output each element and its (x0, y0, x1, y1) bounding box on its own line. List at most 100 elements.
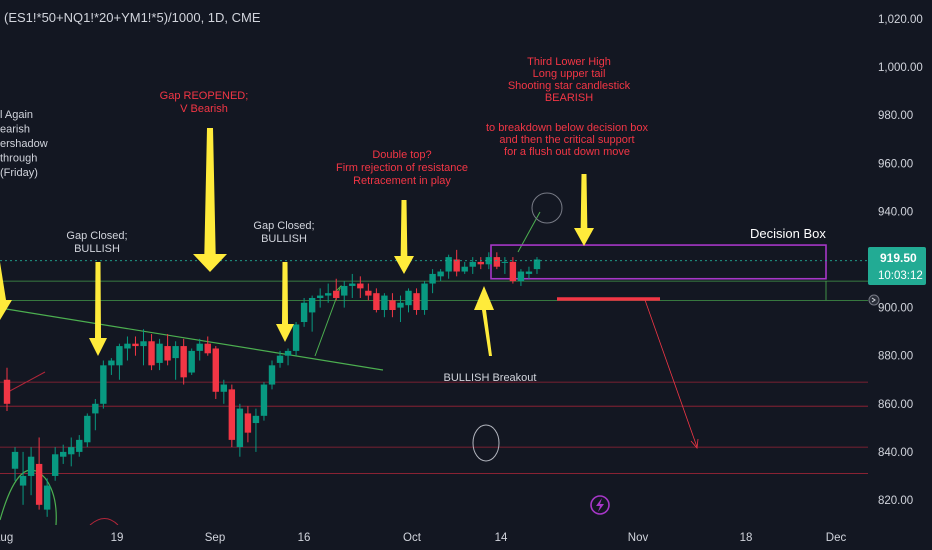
candle-body (172, 346, 179, 359)
candle-body (252, 415, 260, 424)
candle-body (140, 341, 147, 347)
axis-settings-icon[interactable] (868, 294, 880, 306)
candle-body (325, 293, 332, 296)
candle-body (196, 343, 203, 351)
candle-body (148, 341, 155, 366)
time-axis[interactable] (0, 525, 932, 550)
candle-body (517, 271, 525, 282)
candle-body (469, 261, 476, 267)
price-tick-label: 860.00 (878, 399, 913, 411)
time-tick-label: Oct (403, 532, 422, 544)
flush-projection (644, 299, 698, 448)
candle-body (260, 384, 268, 416)
bottom-arc-red (89, 518, 119, 526)
candle-body (365, 290, 372, 296)
annotation-text: and then the critical support (499, 134, 634, 146)
candle-body (124, 343, 131, 349)
candle-body (509, 261, 517, 282)
time-axis-ticks: Aug 19 Sep 16 Oct 14 Nov 18 Dec (0, 532, 846, 544)
symbol-title: (ES1!*50+NQ1!*20+YM1!*5)/1000, 1D, CME (4, 10, 261, 25)
candle-body (60, 451, 67, 457)
price-tick-label: 960.00 (878, 158, 913, 170)
yellow-arrow-up (474, 286, 494, 356)
time-tick-label: 19 (111, 532, 124, 544)
annotation-text: V Bearish (180, 103, 228, 115)
candle-body (381, 295, 388, 311)
candle-body (357, 283, 364, 289)
candle-body (316, 295, 324, 298)
annotation-text: Shooting star candlestick (508, 80, 631, 92)
annotation-text: through (0, 153, 37, 165)
price-tick-label: 1,020.00 (878, 14, 923, 26)
annotation-text: Gap REOPENED; (160, 90, 249, 102)
candle-body (501, 261, 509, 263)
candle-body (445, 257, 452, 272)
annotation-text: BEARISH (545, 92, 593, 104)
yellow-arrow (394, 200, 414, 274)
yellow-arrow (89, 262, 107, 356)
candle-body (397, 302, 404, 308)
candle-body (84, 415, 91, 443)
target-circle (531, 192, 563, 224)
candle-body (35, 463, 43, 505)
candle-body (437, 271, 444, 277)
candle-body (485, 257, 492, 265)
yellow-arrow-edge (0, 262, 12, 320)
red-trendline (7, 371, 46, 393)
candle-body (300, 302, 308, 323)
candle-body (244, 413, 252, 433)
time-tick-label: 14 (495, 532, 508, 544)
candle-body (68, 447, 75, 455)
candle-body (405, 290, 412, 306)
candle-body (453, 259, 460, 272)
annotation-text: Retracement in play (353, 175, 451, 187)
decision-box (490, 244, 827, 280)
candle-body (76, 439, 83, 452)
price-tick-label: 980.00 (878, 110, 913, 122)
annotation-text: Long upper tail (533, 68, 606, 80)
annotation-text: Firm rejection of resistance (336, 162, 468, 174)
candle-body (204, 343, 211, 354)
candle-body (220, 384, 228, 392)
candle-body (108, 360, 115, 366)
annotation-text: ershadow (0, 138, 48, 150)
candle-body (116, 346, 123, 366)
bottom-arc (0, 469, 57, 526)
time-tick-label: Nov (628, 532, 649, 544)
candle-body (180, 346, 187, 378)
candle-body (132, 343, 139, 347)
decision-box-label: Decision Box (750, 226, 826, 241)
annotation-text: earish (0, 124, 30, 136)
yellow-arrow (276, 262, 294, 342)
annotation-text: (Friday) (0, 167, 38, 179)
low-circle (472, 424, 500, 462)
candle-body (164, 346, 171, 361)
time-tick-label: Sep (205, 532, 225, 544)
candle-body (212, 348, 219, 392)
time-tick-label: 16 (298, 532, 311, 544)
candle-body (493, 257, 501, 267)
candle-body (276, 355, 284, 363)
last-price-value: 919.50 (880, 251, 917, 265)
candle-body (92, 403, 99, 414)
price-tick-label: 900.00 (878, 303, 913, 315)
candle-body (477, 261, 484, 265)
lightning-icon[interactable] (590, 495, 610, 515)
candle-body (525, 271, 533, 274)
candle-body (228, 389, 236, 440)
annotation-text: to breakdown below decision box (486, 122, 649, 134)
annotation-text: BULLISH (74, 243, 120, 255)
candle-body (349, 283, 356, 286)
candle-body (19, 475, 27, 486)
price-tick-label: 880.00 (878, 351, 913, 363)
annotation-text: Gap Closed; (253, 220, 314, 232)
candle-body (389, 300, 396, 311)
candle-body (461, 266, 468, 272)
trendline (0, 307, 384, 371)
candle-body (11, 451, 19, 469)
annotations: l Again earish ershadow through (Friday) Gap … (0, 56, 649, 384)
candle-body (413, 293, 420, 311)
candle-body (51, 454, 59, 476)
flush-projection-head (690, 438, 699, 449)
